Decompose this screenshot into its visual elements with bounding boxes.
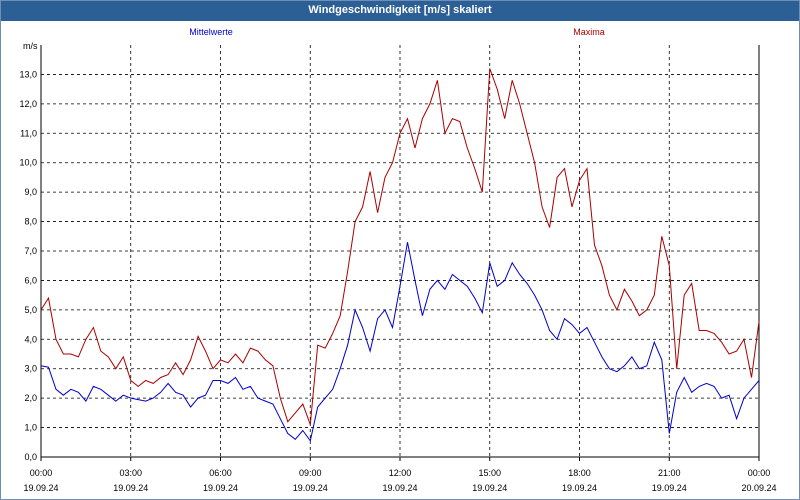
x-tick-date: 19.09.24	[203, 483, 238, 493]
y-tick-label: 13,0	[19, 69, 37, 79]
x-tick-time: 09:00	[299, 468, 322, 478]
y-tick-label: 5,0	[24, 305, 37, 315]
y-axis-unit: m/s	[23, 41, 38, 51]
x-tick-time: 18:00	[568, 468, 591, 478]
x-tick-time: 12:00	[389, 468, 412, 478]
y-tick-label: 8,0	[24, 217, 37, 227]
y-tick-label: 6,0	[24, 275, 37, 285]
series-line-maxima	[40, 68, 760, 425]
y-tick-label: 4,0	[24, 334, 37, 344]
grid	[41, 45, 759, 457]
x-tick-time: 15:00	[478, 468, 501, 478]
y-tick-label: 11,0	[20, 128, 37, 138]
legend-maxima: Maxima	[573, 27, 605, 37]
x-tick-date: 19.09.24	[382, 483, 417, 493]
x-tick-time: 06:00	[209, 468, 232, 478]
x-tick-date: 19.09.24	[652, 483, 687, 493]
y-tick-label: 1,0	[24, 423, 37, 433]
y-tick-label: 7,0	[24, 246, 37, 256]
x-tick-date: 20.09.24	[741, 483, 776, 493]
x-tick-date: 19.09.24	[293, 483, 328, 493]
y-tick-label: 3,0	[24, 364, 37, 374]
x-tick-date: 19.09.24	[23, 483, 58, 493]
x-tick-time: 21:00	[658, 468, 681, 478]
legend-mittelwerte: Mittelwerte	[189, 27, 233, 37]
x-tick-time: 03:00	[119, 468, 142, 478]
y-tick-label: 2,0	[24, 393, 37, 403]
axes	[40, 45, 760, 461]
wind-speed-chart: 0,0 1,0 2,0 3,0 4,0 5,0 6,0 7,0 8,0 9,0 10,0 11,0 12…	[19, 27, 776, 493]
x-tick-time: 00:00	[30, 468, 53, 478]
chart-title: Windgeschwindigkeit [m/s] skaliert	[1, 1, 799, 21]
y-tick-label: 10,0	[19, 158, 37, 168]
y-tick-label: 0,0	[24, 452, 37, 462]
x-tick-time: 00:00	[748, 468, 771, 478]
x-tick-date: 19.09.24	[562, 483, 597, 493]
y-tick-label: 12,0	[19, 99, 37, 109]
x-tick-date: 19.09.24	[113, 483, 148, 493]
tick-labels: 0,0 1,0 2,0 3,0 4,0 5,0 6,0 7,0 8,0 9,0 10,0 11,0 12…	[19, 69, 776, 493]
series	[40, 68, 760, 442]
x-tick-date: 19.09.24	[472, 483, 507, 493]
y-tick-label: 9,0	[24, 187, 37, 197]
series-line-mittelwerte	[40, 242, 760, 442]
